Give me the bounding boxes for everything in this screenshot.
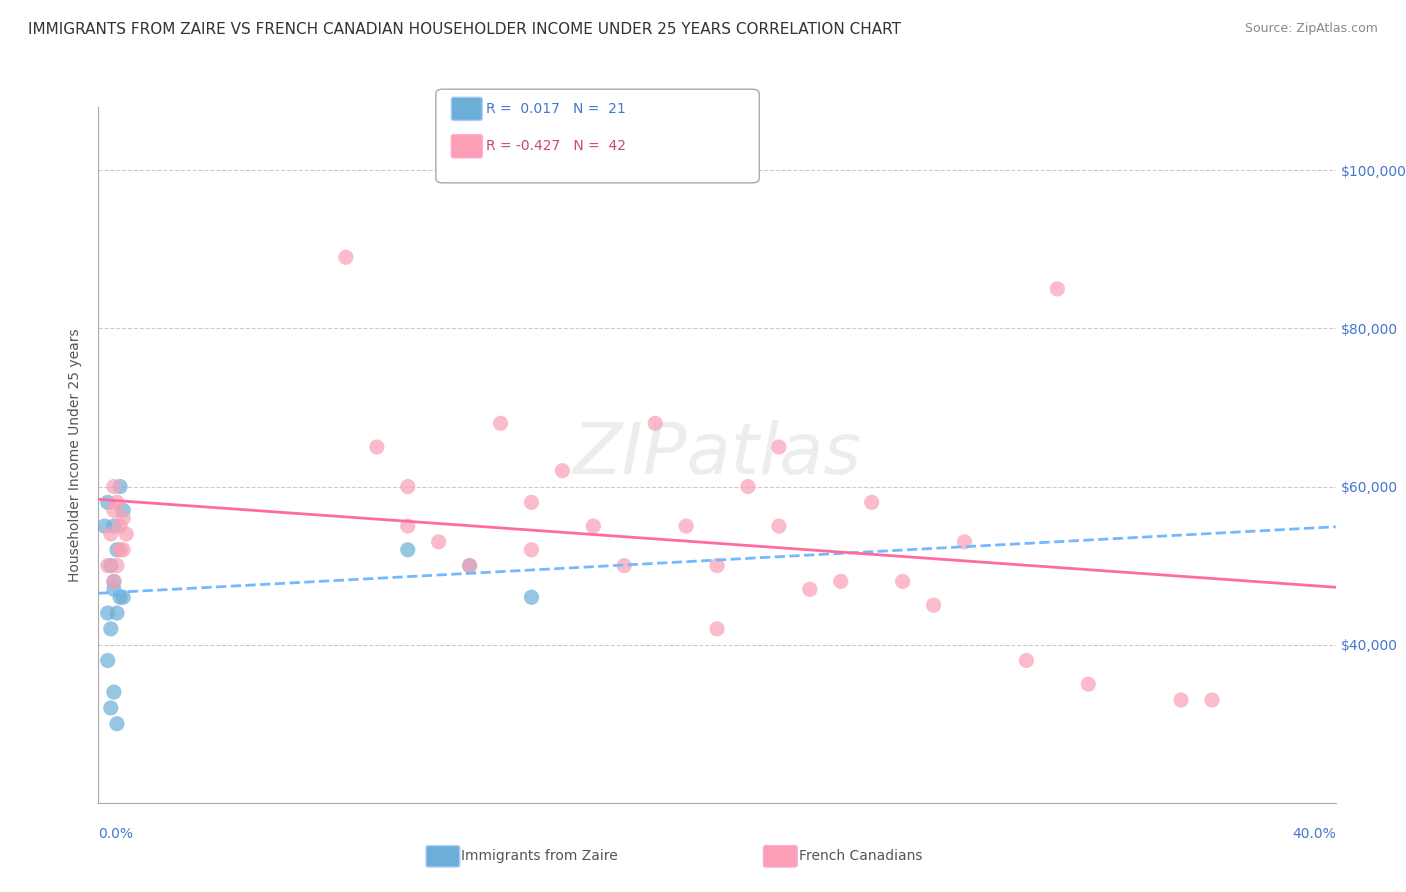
Point	[105, 558, 128, 573]
Point	[458, 558, 481, 573]
Point	[115, 527, 138, 541]
Point	[706, 622, 728, 636]
Point	[366, 440, 388, 454]
Text: R = -0.427   N =  42: R = -0.427 N = 42	[486, 139, 627, 153]
Point	[768, 440, 790, 454]
Point	[108, 542, 131, 557]
Text: Source: ZipAtlas.com: Source: ZipAtlas.com	[1244, 22, 1378, 36]
Point	[891, 574, 914, 589]
Point	[458, 558, 481, 573]
Point	[103, 519, 125, 533]
Point	[108, 591, 131, 605]
Point	[427, 535, 450, 549]
Text: 0.0%: 0.0%	[98, 827, 134, 841]
Point	[108, 519, 131, 533]
Text: R =  0.017   N =  21: R = 0.017 N = 21	[486, 102, 626, 116]
Point	[103, 479, 125, 493]
Point	[675, 519, 697, 533]
Point	[1046, 282, 1069, 296]
Point	[396, 519, 419, 533]
Point	[100, 558, 122, 573]
Point	[830, 574, 852, 589]
Point	[860, 495, 883, 509]
Point	[799, 582, 821, 597]
Point	[105, 606, 128, 620]
Point	[100, 527, 122, 541]
Point	[396, 479, 419, 493]
Point	[97, 606, 120, 620]
Text: Immigrants from Zaire: Immigrants from Zaire	[461, 849, 617, 863]
Point	[112, 542, 135, 557]
Point	[93, 519, 115, 533]
Point	[768, 519, 790, 533]
Point	[105, 495, 128, 509]
Point	[105, 716, 128, 731]
Text: IMMIGRANTS FROM ZAIRE VS FRENCH CANADIAN HOUSEHOLDER INCOME UNDER 25 YEARS CORRE: IMMIGRANTS FROM ZAIRE VS FRENCH CANADIAN…	[28, 22, 901, 37]
Point	[1077, 677, 1099, 691]
Point	[103, 574, 125, 589]
Point	[97, 495, 120, 509]
Point	[105, 542, 128, 557]
Point	[112, 591, 135, 605]
Point	[97, 558, 120, 573]
Point	[103, 582, 125, 597]
Point	[108, 479, 131, 493]
Point	[551, 464, 574, 478]
Y-axis label: Householder Income Under 25 years: Householder Income Under 25 years	[69, 328, 83, 582]
Point	[103, 503, 125, 517]
Text: 40.0%: 40.0%	[1292, 827, 1336, 841]
Point	[112, 511, 135, 525]
Text: ZIPatlas: ZIPatlas	[572, 420, 862, 490]
Point	[644, 417, 666, 431]
Point	[100, 622, 122, 636]
Point	[922, 598, 945, 612]
Point	[613, 558, 636, 573]
Point	[1015, 653, 1038, 667]
Point	[103, 574, 125, 589]
Point	[953, 535, 976, 549]
Point	[396, 542, 419, 557]
Point	[112, 503, 135, 517]
Point	[520, 542, 543, 557]
Point	[520, 591, 543, 605]
Point	[520, 495, 543, 509]
Point	[582, 519, 605, 533]
Point	[103, 685, 125, 699]
Point	[100, 701, 122, 715]
Point	[97, 653, 120, 667]
Point	[737, 479, 759, 493]
Point	[489, 417, 512, 431]
Text: French Canadians: French Canadians	[799, 849, 922, 863]
Point	[706, 558, 728, 573]
Point	[1201, 693, 1223, 707]
Point	[1170, 693, 1192, 707]
Point	[335, 250, 357, 264]
